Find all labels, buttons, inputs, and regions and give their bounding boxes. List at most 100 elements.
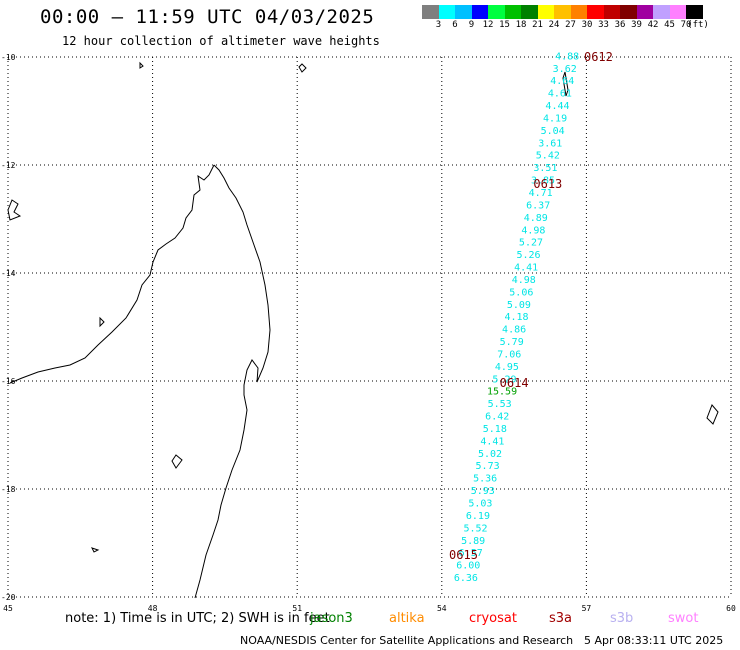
wave-height-value: 4.64 xyxy=(550,76,574,87)
satellite-legend-item: jason3 xyxy=(310,611,353,626)
wave-height-value: 5.29 xyxy=(492,374,516,385)
wave-height-color-legend xyxy=(422,5,703,19)
color-legend-label: 27 xyxy=(565,20,576,30)
wave-height-value: 4.41 xyxy=(480,436,504,447)
color-swatch xyxy=(422,5,439,19)
color-swatch xyxy=(653,5,670,19)
color-legend-label: 33 xyxy=(598,20,609,30)
color-legend-label: 18 xyxy=(515,20,527,30)
generated-timestamp: 5 Apr 08:33:11 UTC 2025 xyxy=(584,634,724,647)
wave-height-value: 4.41 xyxy=(514,263,538,274)
color-swatch xyxy=(587,5,604,19)
wave-height-value: 3.61 xyxy=(538,138,562,149)
color-legend-label: 24 xyxy=(548,20,560,30)
wave-height-value: 5.73 xyxy=(476,461,500,472)
pass-time-label: 0613 xyxy=(533,177,562,191)
color-swatch xyxy=(438,5,455,19)
color-legend-label: 70 xyxy=(680,20,692,30)
wave-height-value: 6.00 xyxy=(456,561,480,572)
wave-height-value: 5.02 xyxy=(478,449,502,460)
satellite-legend-item: altika xyxy=(389,611,425,626)
madagascar-northwest-coast xyxy=(9,164,215,384)
color-swatch xyxy=(620,5,637,19)
color-legend-label: 42 xyxy=(647,20,659,30)
wave-height-value: 5.18 xyxy=(483,424,507,435)
axis-labels: -10 -12 -14 -16 -18 -20 45 48 51 54 57 60 xyxy=(1,53,736,613)
wave-height-value: 4.98 xyxy=(512,275,536,286)
credit-line: NOAA/NESDIS Center for Satellite Applica… xyxy=(240,634,574,647)
color-swatch xyxy=(570,5,587,19)
wave-height-value: 5.27 xyxy=(519,238,543,249)
pass-time-labels: 0612 0613 0614 0615 xyxy=(449,50,613,562)
wave-height-value: 3.62 xyxy=(553,64,577,75)
wave-height-value: 6.42 xyxy=(485,412,509,423)
color-legend-label: 9 xyxy=(468,20,475,30)
coastline xyxy=(7,61,719,599)
lat-tick-label: -14 xyxy=(1,269,16,278)
lat-tick-label: -20 xyxy=(1,593,16,602)
lat-tick-label: -10 xyxy=(1,53,16,62)
color-swatch xyxy=(471,5,488,19)
wave-height-value: 5.03 xyxy=(468,499,492,510)
color-legend-label: (ft) xyxy=(687,20,709,30)
wave-height-value: 4.19 xyxy=(543,113,567,124)
color-swatch xyxy=(554,5,571,19)
satellite-legend-item: swot xyxy=(668,611,699,626)
lon-tick-label: 45 xyxy=(3,604,13,613)
wave-height-value: 15.59 xyxy=(487,387,517,398)
wave-height-value: 5.36 xyxy=(473,474,497,485)
mauritius-islet xyxy=(706,404,719,425)
wave-height-value: 5.89 xyxy=(461,536,485,547)
madagascar-islet-west xyxy=(7,199,22,221)
wave-height-value: 5.26 xyxy=(517,250,541,261)
color-swatch xyxy=(455,5,472,19)
wave-height-value: 4.95 xyxy=(495,362,519,373)
wave-height-value: 5.93 xyxy=(471,486,495,497)
wave-height-value: 4.71 xyxy=(529,188,553,199)
reunion-islet xyxy=(171,454,183,469)
wave-height-value: 6.19 xyxy=(466,511,490,522)
lon-tick-label: 54 xyxy=(437,604,447,613)
pass-time-label: 0615 xyxy=(449,548,478,562)
wave-height-value: 7.06 xyxy=(497,349,521,360)
color-swatch xyxy=(488,5,505,19)
lat-tick-label: -12 xyxy=(1,161,16,170)
wave-height-value: 6.37 xyxy=(526,200,550,211)
tromelin-islet xyxy=(562,71,569,97)
color-legend-label: 45 xyxy=(664,20,675,30)
color-legend-labels: 3 6 9 12 15 18 21 24 27 30 33 36 39 42 45 70 (ft) xyxy=(422,20,740,34)
islet-sw xyxy=(91,547,100,553)
satellite-legend-item: s3b xyxy=(610,611,634,626)
wave-height-value: 3.85 xyxy=(531,176,555,187)
lat-lon-grid xyxy=(7,56,732,598)
lon-tick-label: 57 xyxy=(582,604,592,613)
wave-height-value: 5.06 xyxy=(509,287,533,298)
color-legend-label: 12 xyxy=(482,20,494,30)
color-swatch xyxy=(686,5,703,19)
color-swatch xyxy=(669,5,686,19)
wave-height-value: 6.36 xyxy=(454,573,478,584)
color-legend-label: 30 xyxy=(581,20,593,30)
color-swatch xyxy=(603,5,620,19)
wave-height-value: 4.88 xyxy=(555,51,579,62)
pass-time-label: 0614 xyxy=(500,376,529,390)
wave-height-value: 4.98 xyxy=(521,225,545,236)
wave-height-value: 4.44 xyxy=(545,101,569,112)
islet-ne xyxy=(139,61,144,69)
satellite-legend-item: cryosat xyxy=(469,611,517,626)
wave-height-value: 5.42 xyxy=(536,151,560,162)
lon-tick-label: 48 xyxy=(148,604,158,613)
color-legend-label: 39 xyxy=(631,20,642,30)
wave-height-value: 5.53 xyxy=(488,399,512,410)
wave-height-value: 4.61 xyxy=(548,89,572,100)
lon-tick-label: 60 xyxy=(726,604,736,613)
footnote: note: 1) Time is in UTC; 2) SWH is in fe… xyxy=(65,611,330,626)
color-swatch xyxy=(636,5,653,19)
map-title: 00:00 – 11:59 UTC 04/03/2025 xyxy=(40,6,375,28)
madagascar-coastline xyxy=(194,164,271,599)
lon-tick-label: 51 xyxy=(292,604,302,613)
wave-height-value: 4.86 xyxy=(502,325,526,336)
color-legend-label: 15 xyxy=(499,20,510,30)
pass-time-label: 0612 xyxy=(584,50,613,64)
